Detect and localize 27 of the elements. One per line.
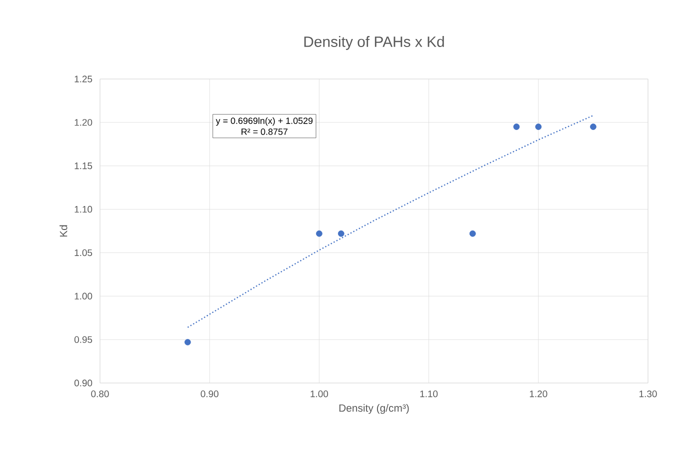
point	[338, 230, 344, 237]
y-tick-label: 1.15	[74, 162, 92, 170]
y-tick-label: 0.90	[74, 380, 92, 386]
y-tick-label: 1.20	[74, 119, 92, 126]
y-tick-label: 1.10	[74, 206, 92, 213]
x-tick-label: 0.90	[200, 390, 218, 398]
annotation: R² = 0.8757	[242, 128, 288, 135]
y-tick-label: 0.95	[74, 336, 92, 343]
point	[469, 230, 476, 237]
line-series	[187, 114, 594, 328]
chart-title: Density of PAHs x Kd	[304, 36, 444, 50]
y-tick-label: 1.05	[74, 249, 92, 256]
x-tick-label: 1.30	[640, 390, 657, 398]
y-tick-label: 1.25	[74, 76, 92, 82]
x-axis-title: Density (g/cm³)	[339, 404, 409, 414]
y-tick-label: 1.00	[74, 292, 92, 300]
point	[513, 124, 520, 130]
point	[590, 124, 596, 130]
x-tick-label: 1.00	[310, 390, 328, 398]
y-axis-title: Kd	[60, 225, 68, 237]
annotation: y = 0.6969ln(x) + 1.0529	[216, 117, 313, 126]
x-tick-label: 1.20	[530, 390, 548, 398]
x-tick-label: 0.80	[91, 390, 109, 398]
point	[184, 338, 191, 346]
point	[535, 124, 542, 130]
x-tick-label: 1.10	[420, 390, 438, 398]
point	[316, 230, 322, 237]
